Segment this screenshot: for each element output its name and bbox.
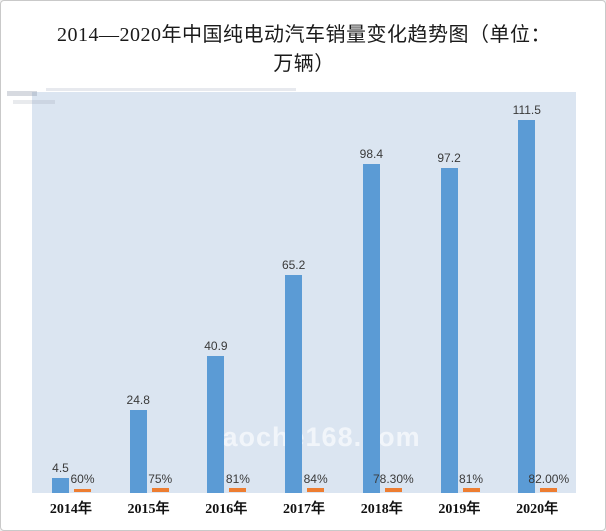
sales-bar [52, 478, 69, 493]
x-axis-label: 2019年 [438, 502, 481, 517]
watermark: zaoche168.com [208, 422, 421, 452]
sales-value-label: 97.2 [437, 151, 461, 166]
sales-value-label: 98.4 [359, 147, 384, 162]
chart-title: 2014—2020年中国纯电动汽车销量变化趋势图（单位：万辆） [57, 24, 551, 75]
sales-bar [129, 410, 147, 493]
x-axis: 2014年 2015年 2016年 2017年 2018年 2019年 2020年 [32, 498, 576, 520]
sales-value-label: 40.9 [204, 339, 228, 354]
sales-bar [207, 356, 225, 493]
percent-marker [384, 488, 402, 492]
percent-label: 78.30% [372, 472, 414, 486]
percent-marker [229, 488, 247, 492]
percent-marker [540, 487, 558, 492]
x-axis-label: 2017年 [282, 502, 325, 517]
percent-marker [74, 489, 91, 492]
plot-area: zaoche168.com 4.5 60% 24.8 75% 40.9 81% 65.2 84… [32, 92, 576, 493]
x-axis-label: 2014年 [49, 502, 92, 517]
percent-label: 60% [70, 472, 95, 486]
sales-bar [440, 168, 458, 493]
x-axis-label: 2020年 [516, 502, 559, 517]
percent-label: 84% [303, 472, 328, 486]
sales-value-label: 65.2 [281, 258, 306, 273]
sales-value-label: 111.5 [512, 103, 541, 118]
percent-marker [307, 487, 325, 492]
scan-artifact-streak [46, 88, 296, 91]
sales-bar [362, 164, 380, 493]
percent-marker [462, 488, 480, 492]
x-axis-label: 2015年 [127, 502, 170, 517]
percent-marker [151, 488, 169, 492]
percent-label: 82.00% [528, 472, 570, 486]
x-axis-label: 2018年 [360, 502, 403, 517]
sales-bar [518, 120, 536, 493]
percent-label: 81% [459, 472, 484, 486]
percent-label: 81% [225, 472, 250, 486]
x-axis-label: 2016年 [205, 502, 248, 517]
sales-bar [285, 275, 303, 493]
sales-value-label: 4.5 [52, 461, 69, 475]
sales-value-label: 24.8 [126, 393, 150, 408]
percent-label: 75% [148, 472, 173, 486]
